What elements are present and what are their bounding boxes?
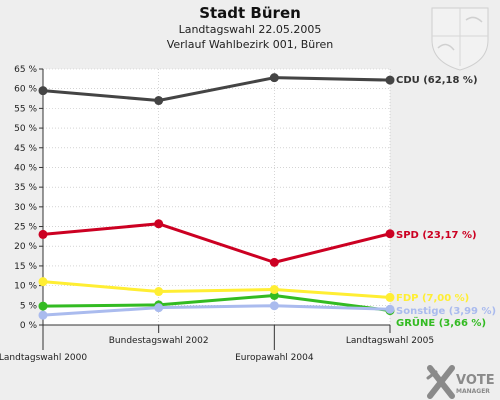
data-point-grüne	[38, 301, 48, 311]
data-point-spd	[154, 219, 164, 229]
y-tick-label: 5 %	[20, 301, 38, 311]
y-tick-label: 50 %	[14, 124, 37, 134]
series-line-fdp	[42, 280, 391, 299]
y-tick-label: 40 %	[14, 163, 37, 173]
data-point-spd	[385, 229, 395, 239]
y-tick-label: 25 %	[14, 223, 37, 233]
data-point-cdu	[385, 75, 395, 85]
data-point-sonstige	[38, 310, 48, 320]
x-tick-label: Landtagswahl 2005	[346, 336, 434, 346]
y-tick-label: 15 %	[14, 262, 37, 272]
chart-subtitle-district: Verlauf Wahlbezirk 001, Büren	[167, 38, 334, 51]
data-point-fdp	[269, 285, 279, 295]
y-tick-label: 60 %	[14, 85, 37, 95]
chart-title: Stadt Büren	[199, 4, 301, 22]
data-point-cdu	[269, 73, 279, 83]
y-tick-label: 65 %	[14, 65, 37, 75]
y-tick-label: 10 %	[14, 282, 37, 292]
chart-subtitle-date: Landtagswahl 22.05.2005	[179, 23, 322, 36]
data-point-sonstige	[385, 304, 395, 314]
series-end-label: CDU (62,18 %)	[396, 75, 478, 86]
x-tick-label: Europawahl 2004	[235, 353, 314, 363]
series-end-label: Sonstige (3,99 %)	[396, 306, 496, 317]
y-tick-label: 45 %	[14, 144, 37, 154]
y-tick-label: 55 %	[14, 104, 37, 114]
y-tick-label: 20 %	[14, 242, 37, 252]
logo-word-vote: VOTE	[456, 373, 495, 388]
y-tick-label: 0 %	[20, 321, 38, 331]
vote-manager-x-icon	[426, 365, 455, 399]
data-point-sonstige	[154, 303, 164, 313]
series-line-cdu	[42, 76, 391, 103]
x-tick-label: Landtagswahl 2000	[0, 353, 87, 363]
data-point-sonstige	[269, 301, 279, 311]
data-point-cdu	[154, 96, 164, 106]
data-point-cdu	[38, 86, 48, 96]
coat-of-arms-icon	[431, 7, 489, 71]
y-tick-label: 30 %	[14, 203, 37, 213]
series-end-label: SPD (23,17 %)	[396, 230, 477, 241]
series-line-grüne	[42, 293, 391, 313]
data-point-spd	[38, 229, 48, 239]
logo-word-manager: MANAGER	[456, 388, 490, 395]
plot-background	[43, 69, 390, 325]
series-line-sonstige	[42, 304, 391, 317]
data-point-fdp	[385, 292, 395, 302]
series-line-spd	[42, 222, 391, 264]
vote-manager-logo: VOTE MANAGER	[426, 365, 495, 399]
x-tick-label: Bundestagswahl 2002	[109, 336, 209, 346]
data-point-fdp	[38, 277, 48, 287]
data-point-fdp	[154, 287, 164, 297]
series-end-label: GRÜNE (3,66 %)	[396, 315, 486, 329]
series-end-label: FDP (7,00 %)	[396, 293, 469, 304]
y-tick-label: 35 %	[14, 183, 37, 193]
plot-area: 0 % 5 % 10 % 15 % 20 % 25 % 30 % 35 % 40 % 45 % 50…	[0, 65, 496, 363]
data-point-spd	[269, 257, 279, 267]
